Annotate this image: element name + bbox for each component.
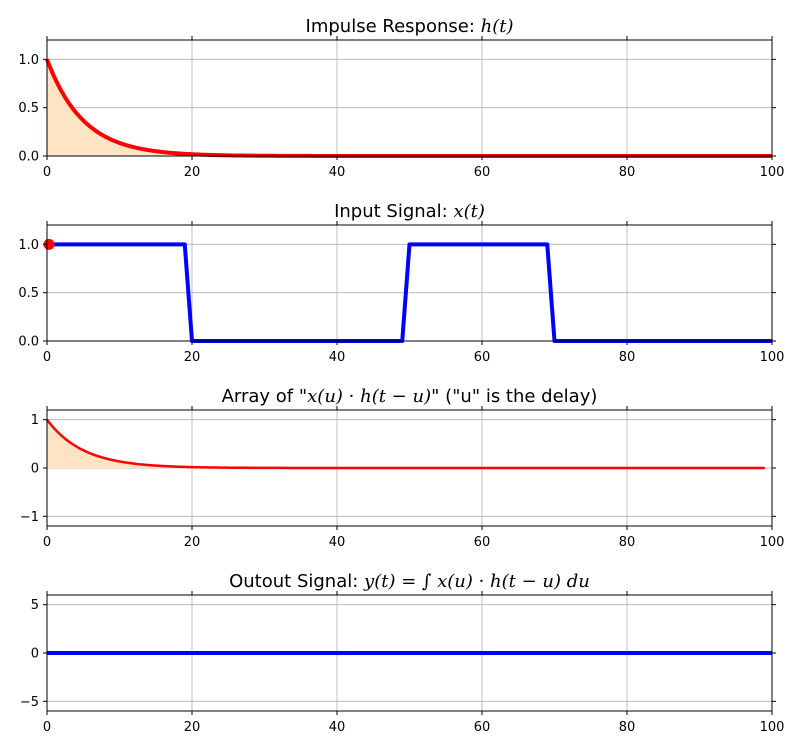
- x-tick-label: 60: [474, 535, 491, 550]
- y-tick-label: 1.0: [18, 53, 39, 68]
- chart-title: Outout Signal: y(t) = ∫ x(u) · h(t − u) …: [229, 571, 590, 592]
- title-math-part: h(t): [481, 16, 514, 37]
- y-tick-label: 0.5: [18, 286, 39, 301]
- x-tick-label: 80: [619, 350, 636, 365]
- series-line: [47, 242, 772, 343]
- x-tick-label: 40: [329, 720, 346, 735]
- x-tick-label: 100: [760, 535, 785, 550]
- chart-panel-2: Input Signal: x(t) 0 20 40 60 80 100 0.0 0.5 1.0: [18, 201, 784, 365]
- title-text-part: " ("u" is the delay): [431, 386, 597, 407]
- y-tick-label: 5: [31, 598, 39, 613]
- current-time-marker: [43, 238, 55, 250]
- x-tick-label: 0: [43, 350, 51, 365]
- title-text-part: Array of ": [222, 386, 308, 407]
- title-math-part: x(u) · h(t − u): [307, 386, 431, 407]
- x-tick-label: 60: [474, 165, 491, 180]
- y-tick-label: 0: [31, 462, 39, 477]
- x-tick-label: 80: [619, 720, 636, 735]
- x-tick-label: 80: [619, 165, 636, 180]
- chart-panel-4: Outout Signal: y(t) = ∫ x(u) · h(t − u) …: [20, 571, 785, 735]
- x-tick-label: 100: [760, 720, 785, 735]
- title-text-part: Impulse Response:: [306, 16, 481, 37]
- x-tick-label: 40: [329, 165, 346, 180]
- y-tick-label: 1.0: [18, 238, 39, 253]
- title-text-part: Input Signal:: [334, 201, 453, 222]
- x-tick-label: 60: [474, 350, 491, 365]
- chart-title: Impulse Response: h(t): [306, 16, 514, 37]
- chart-title: Array of "x(u) · h(t − u)" ("u" is the d…: [222, 386, 598, 407]
- x-tick-label: 0: [43, 535, 51, 550]
- x-tick-label: 100: [760, 350, 785, 365]
- y-tick-label: 0.0: [18, 150, 39, 165]
- chart-title: Input Signal: x(t): [334, 201, 485, 222]
- title-math-part: x(t): [453, 201, 484, 222]
- x-tick-label: 60: [474, 720, 491, 735]
- y-tick-label: 1: [31, 413, 39, 428]
- series-fill-area: [47, 419, 765, 468]
- x-tick-label: 80: [619, 535, 636, 550]
- series-fill-area: [47, 59, 772, 156]
- x-tick-label: 20: [184, 350, 201, 365]
- y-tick-label: 0: [31, 647, 39, 662]
- x-tick-label: 40: [329, 535, 346, 550]
- x-tick-label: 0: [43, 165, 51, 180]
- x-tick-label: 40: [329, 350, 346, 365]
- title-math-part: y(t) = ∫ x(u) · h(t − u) du: [363, 571, 590, 592]
- y-tick-label: 0.5: [18, 101, 39, 116]
- x-tick-label: 20: [184, 720, 201, 735]
- x-tick-label: 100: [760, 165, 785, 180]
- x-tick-label: 20: [184, 535, 201, 550]
- chart-panel-3: Array of "x(u) · h(t − u)" ("u" is the d…: [20, 386, 785, 550]
- series-line: [46, 418, 765, 470]
- chart-panel-1: Impulse Response: h(t) 0 20 40 60 80 100 0.0 0.5…: [18, 16, 784, 180]
- y-tick-label: 0.0: [18, 335, 39, 350]
- title-text-part: Outout Signal:: [229, 571, 364, 592]
- y-tick-label: −1: [20, 510, 39, 525]
- x-tick-label: 0: [43, 720, 51, 735]
- y-tick-label: −5: [20, 695, 39, 710]
- x-tick-label: 20: [184, 165, 201, 180]
